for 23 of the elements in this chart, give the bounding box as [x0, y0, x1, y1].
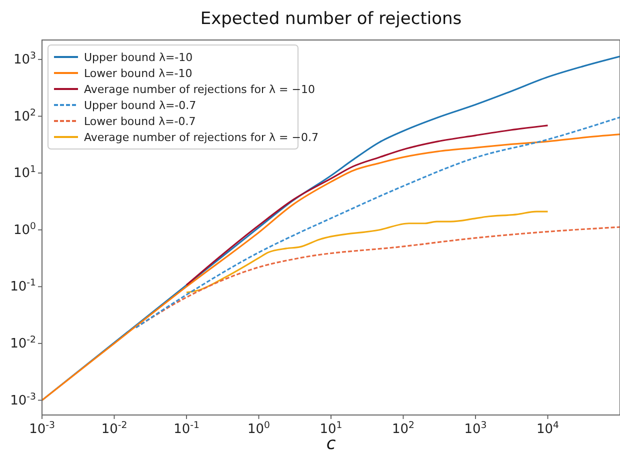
y-tick-label: 10$^{2}$ [14, 106, 36, 124]
legend-label: Upper bound λ=-10 [84, 51, 193, 64]
x-tick-label: 10$^{-3}$ [29, 420, 55, 437]
x-tick-label: 10$^{1}$ [320, 420, 342, 437]
y-tick-label: 10$^{-2}$ [10, 334, 36, 352]
x-axis-title: c [326, 434, 336, 453]
legend-label: Average number of rejections for λ = −10 [84, 83, 315, 96]
legend-label: Average number of rejections for λ = −0.7 [84, 131, 318, 144]
y-tick-label: 10$^{-1}$ [10, 277, 36, 295]
y-tick-label: 10$^{3}$ [14, 50, 36, 68]
legend-label: Upper bound λ=-0.7 [84, 99, 196, 112]
x-tick-label: 10$^{3}$ [464, 420, 487, 437]
legend-label: Lower bound λ=-10 [84, 67, 192, 80]
y-tick-label: 10$^{0}$ [14, 220, 36, 238]
x-tick-label: 10$^{4}$ [536, 420, 560, 437]
x-tick-label: 10$^{0}$ [248, 420, 270, 437]
chart-title: Expected number of rejections [200, 9, 462, 29]
legend-label: Lower bound λ=-0.7 [84, 115, 196, 128]
x-tick-label: 10$^{2}$ [392, 420, 415, 437]
x-tick-label: 10$^{-2}$ [101, 420, 128, 437]
y-tick-label: 10$^{-3}$ [10, 390, 36, 408]
x-tick-label: 10$^{-1}$ [174, 420, 200, 437]
y-tick-label: 10$^{1}$ [14, 164, 36, 182]
